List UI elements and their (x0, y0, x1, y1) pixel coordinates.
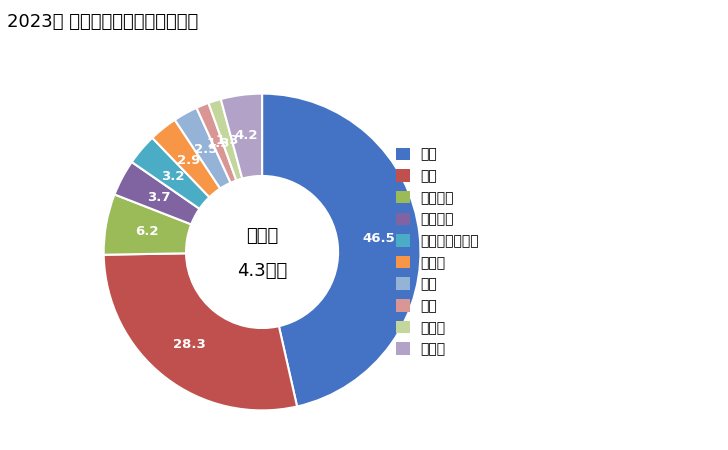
Text: 3.7: 3.7 (147, 190, 170, 203)
Wedge shape (132, 138, 210, 209)
Text: 28.3: 28.3 (173, 338, 206, 351)
Text: 6.2: 6.2 (135, 225, 159, 238)
Text: 4.2: 4.2 (235, 129, 258, 142)
Wedge shape (103, 194, 191, 255)
Wedge shape (152, 120, 220, 197)
Wedge shape (208, 99, 242, 180)
Text: 2.9: 2.9 (177, 154, 200, 167)
Wedge shape (103, 253, 297, 410)
Text: 3.2: 3.2 (161, 170, 184, 183)
Wedge shape (197, 103, 237, 183)
Text: 1.3: 1.3 (215, 134, 239, 147)
Text: 総　額: 総 額 (246, 227, 278, 245)
Wedge shape (175, 108, 231, 189)
Text: 4.3億円: 4.3億円 (237, 262, 288, 280)
Text: 2.5: 2.5 (194, 143, 217, 156)
Legend: 中国, 香港, ベトナム, イタリア, サウジアラビア, ドイツ, 韓国, 豪州, カナダ, その他: 中国, 香港, ベトナム, イタリア, サウジアラビア, ドイツ, 韓国, 豪州… (396, 148, 479, 356)
Text: 46.5: 46.5 (363, 233, 395, 245)
Wedge shape (114, 162, 199, 225)
Wedge shape (221, 94, 262, 179)
Wedge shape (262, 94, 421, 406)
Text: 1.3: 1.3 (206, 137, 230, 150)
Text: 2023年 輸出相手国のシェア（％）: 2023年 輸出相手国のシェア（％） (7, 14, 199, 32)
